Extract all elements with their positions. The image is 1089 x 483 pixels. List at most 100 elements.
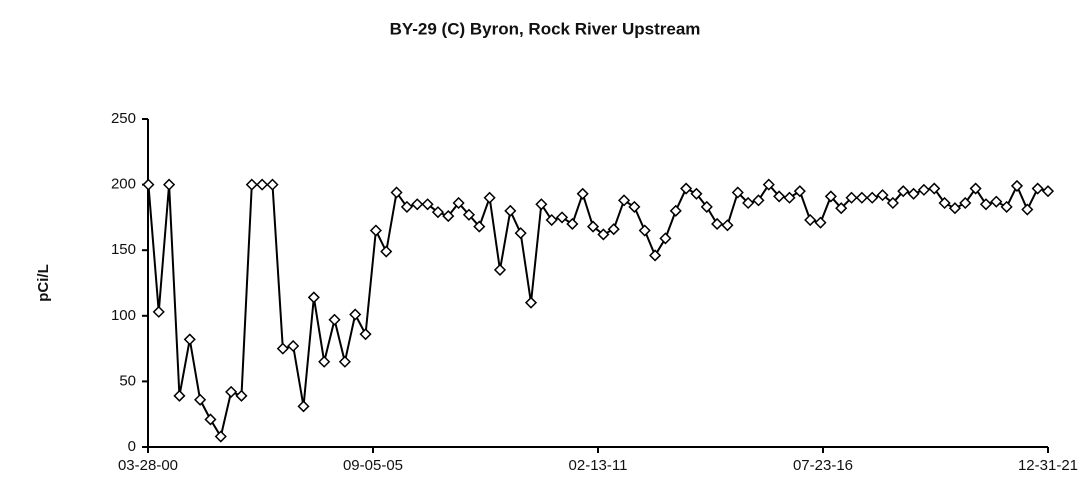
marker (762, 178, 775, 191)
marker (462, 208, 476, 221)
marker (804, 213, 817, 227)
marker (1000, 200, 1013, 213)
marker (390, 186, 403, 199)
marker (431, 206, 444, 219)
marker (256, 178, 269, 191)
marker (990, 195, 1003, 208)
y-tick-label: 50 (119, 372, 136, 389)
y-tick-label: 200 (111, 176, 136, 193)
marker (194, 393, 207, 406)
marker (266, 178, 279, 191)
marker (814, 216, 827, 229)
marker (535, 198, 548, 211)
marker (711, 217, 724, 231)
marker (793, 185, 806, 198)
x-tick-label: 12-31-21 (1018, 457, 1078, 474)
y-tick-label: 100 (111, 307, 136, 324)
marker (607, 223, 620, 236)
marker (731, 186, 744, 199)
marker (504, 204, 517, 217)
marker (1031, 182, 1044, 195)
marker (897, 185, 910, 198)
marker (638, 224, 651, 237)
marker (680, 182, 693, 195)
marker (142, 178, 155, 191)
marker (349, 308, 362, 321)
marker (576, 187, 589, 200)
marker (597, 228, 610, 241)
marker (152, 305, 165, 318)
marker (917, 183, 930, 196)
marker (1041, 185, 1055, 198)
marker (948, 202, 961, 215)
marker (359, 328, 372, 341)
marker (690, 187, 703, 200)
marker (483, 191, 496, 204)
marker (287, 339, 300, 353)
x-tick-label: 07-23-16 (793, 457, 853, 474)
marker (928, 182, 941, 195)
marker (1010, 179, 1024, 192)
marker (318, 355, 331, 368)
marker (173, 389, 186, 402)
marker (628, 200, 641, 213)
marker (938, 196, 951, 210)
marker (773, 190, 786, 203)
marker (473, 220, 486, 233)
marker (959, 196, 972, 210)
marker (555, 211, 569, 224)
x-tick-label: 09-05-05 (343, 457, 403, 474)
marker (235, 389, 248, 402)
marker (214, 430, 227, 443)
data-line (147, 182, 1049, 440)
marker (669, 204, 682, 217)
marker (783, 191, 796, 204)
marker (452, 196, 465, 210)
marker (617, 194, 631, 207)
marker (545, 213, 558, 227)
marker (752, 194, 765, 207)
marker (411, 198, 424, 211)
marker (307, 291, 320, 304)
marker (442, 210, 455, 223)
marker (824, 190, 837, 203)
marker (855, 191, 868, 204)
y-axis-label: pCi/L (35, 264, 52, 302)
marker (183, 333, 196, 346)
marker (297, 400, 310, 413)
marker (721, 219, 734, 232)
marker (421, 198, 434, 211)
marker (400, 200, 413, 213)
marker (380, 245, 393, 258)
marker (649, 249, 662, 262)
marker (276, 342, 289, 355)
marker (700, 200, 713, 213)
marker (742, 196, 755, 210)
marker (866, 191, 879, 204)
y-tick-label: 150 (111, 241, 136, 258)
chart-title: BY-29 (C) Byron, Rock River Upstream (390, 19, 701, 38)
marker (1021, 203, 1034, 216)
marker (566, 217, 579, 231)
marker (835, 202, 848, 215)
marker (876, 189, 889, 202)
marker (659, 232, 672, 245)
marker (204, 413, 217, 426)
marker (586, 220, 600, 233)
marker (338, 355, 351, 368)
marker (245, 178, 258, 191)
x-tick-label: 03-28-00 (118, 457, 178, 474)
marker (493, 263, 507, 276)
marker (514, 227, 527, 240)
marker (163, 178, 176, 191)
marker (969, 182, 982, 195)
marker (979, 198, 993, 211)
marker (328, 313, 341, 326)
marker (524, 296, 538, 309)
marker (886, 196, 899, 210)
marker (907, 187, 920, 200)
y-tick-label: 0 (128, 438, 136, 455)
marker (369, 224, 382, 237)
y-tick-label: 250 (111, 110, 136, 127)
